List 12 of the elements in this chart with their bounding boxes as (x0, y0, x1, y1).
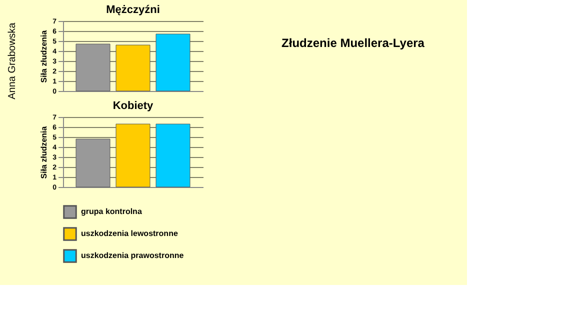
legend-label: grupa kontrolna (81, 207, 142, 216)
bar (156, 34, 190, 92)
legend-label: uszkodzenia prawostronne (81, 251, 184, 260)
bar (76, 44, 110, 92)
text: Złudzenie Muellera-Lyera (282, 36, 425, 50)
chart-title: Mężczyźni (106, 4, 160, 16)
bar (116, 44, 150, 92)
y-axis-title: Siła złudzenia (40, 30, 49, 83)
text: Anna Grabowska (7, 22, 18, 100)
y-axis-title: Siła złudzenia (40, 126, 49, 179)
legend-label: uszkodzenia lewostronne (81, 229, 178, 238)
chart-title: Kobiety (112, 100, 154, 112)
